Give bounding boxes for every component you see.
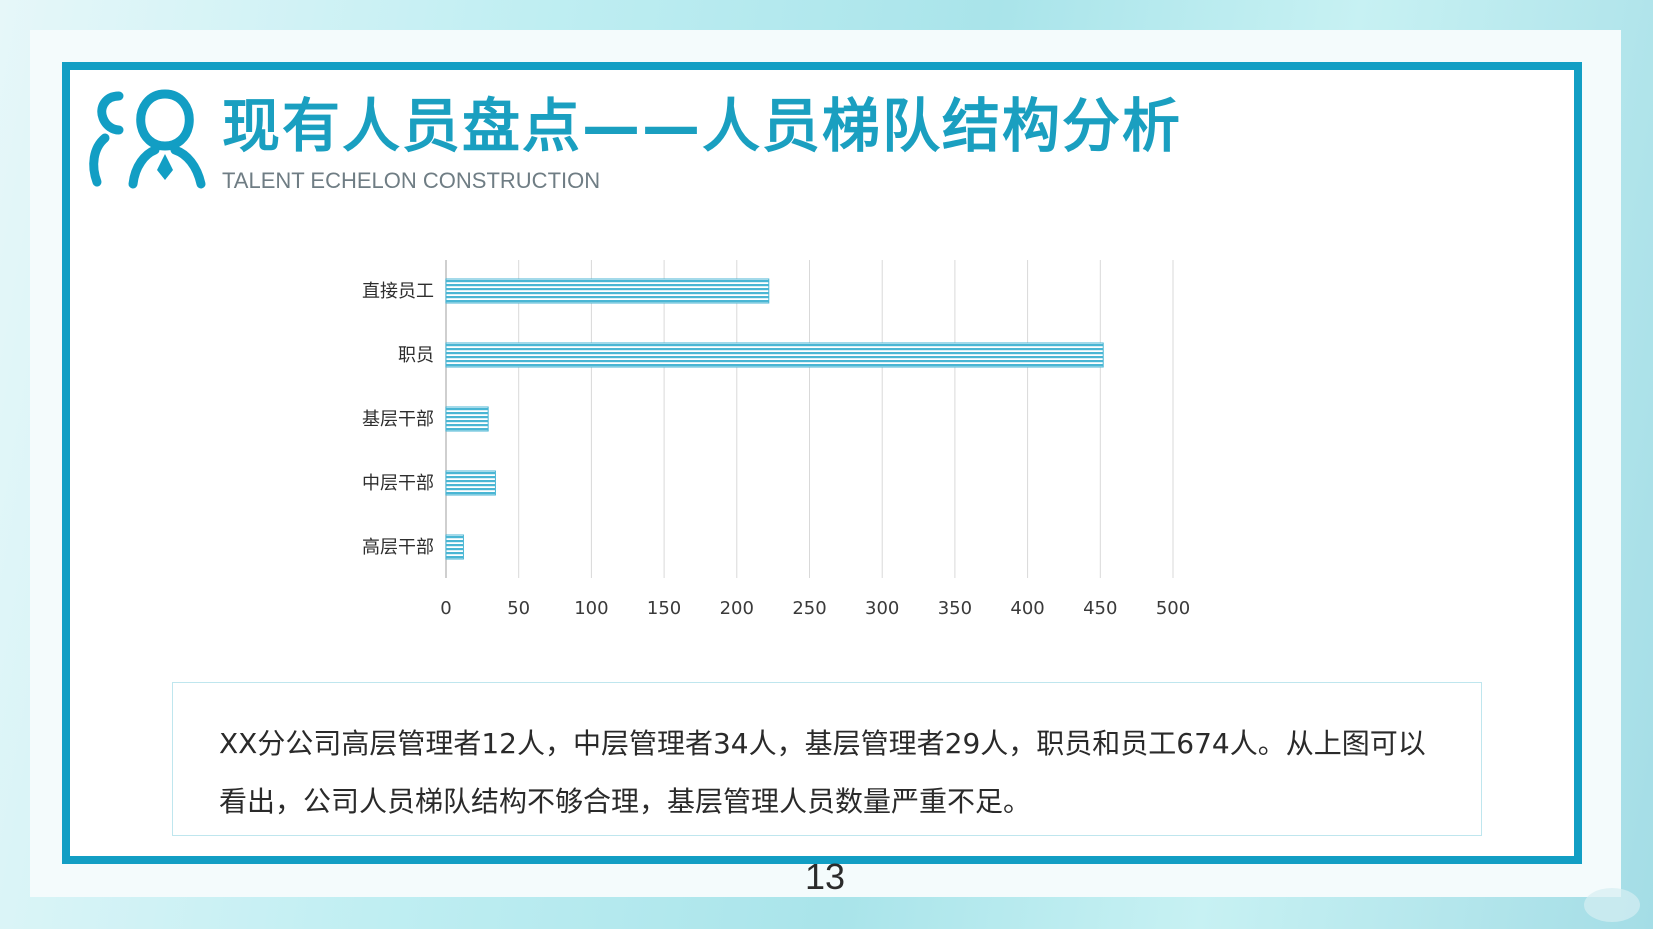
category-label: 职员 xyxy=(398,345,434,366)
x-tick-label: 300 xyxy=(865,598,899,619)
category-label: 直接员工 xyxy=(362,281,434,302)
people-icon xyxy=(89,89,206,189)
category-label: 中层干部 xyxy=(362,473,434,494)
x-tick-label: 200 xyxy=(720,598,754,619)
x-tick-label: 450 xyxy=(1083,598,1117,619)
x-tick-label: 50 xyxy=(507,598,530,619)
page-subtitle: TALENT ECHELON CONSTRUCTION xyxy=(222,168,601,193)
x-tick-label: 350 xyxy=(938,598,972,619)
x-tick-label: 100 xyxy=(574,598,608,619)
x-tick-label: 150 xyxy=(647,598,681,619)
x-tick-label: 0 xyxy=(440,598,451,619)
bar xyxy=(445,342,1104,368)
summary-box: XX分公司高层管理者12人，中层管理者34人，基层管理者29人，职员和员工674… xyxy=(172,682,1482,836)
summary-text: XX分公司高层管理者12人，中层管理者34人，基层管理者29人，职员和员工674… xyxy=(219,727,1426,818)
x-tick-label: 500 xyxy=(1156,598,1190,619)
bar xyxy=(445,470,496,496)
category-label: 基层干部 xyxy=(362,409,434,430)
bar xyxy=(445,534,464,560)
x-tick-label: 250 xyxy=(792,598,826,619)
watermark-logo xyxy=(1584,888,1640,922)
x-tick-label: 400 xyxy=(1010,598,1044,619)
page-number: 13 xyxy=(804,856,846,897)
category-label: 高层干部 xyxy=(362,537,434,558)
bar xyxy=(445,278,770,304)
bar xyxy=(445,406,489,432)
page-title: 现有人员盘点——人员梯队结构分析 xyxy=(222,92,1183,160)
